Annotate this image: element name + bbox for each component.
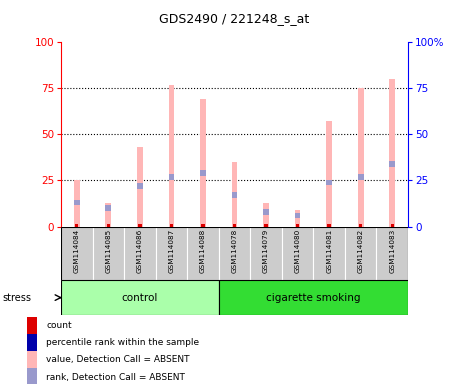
- Text: stress: stress: [2, 293, 31, 303]
- Bar: [345, 227, 377, 280]
- Bar: [27, 334, 38, 351]
- Bar: [358, 88, 363, 227]
- Text: GSM114079: GSM114079: [263, 229, 269, 273]
- Bar: [170, 224, 173, 227]
- Text: GSM114082: GSM114082: [358, 229, 363, 273]
- Bar: [263, 209, 269, 215]
- Bar: [295, 210, 301, 227]
- Bar: [295, 213, 301, 218]
- Bar: [326, 180, 332, 185]
- Text: percentile rank within the sample: percentile rank within the sample: [46, 338, 199, 347]
- Bar: [74, 180, 80, 227]
- Bar: [233, 224, 236, 227]
- Text: GSM114087: GSM114087: [168, 229, 174, 273]
- Bar: [358, 174, 363, 180]
- Bar: [265, 224, 268, 227]
- Bar: [106, 205, 111, 211]
- Bar: [389, 79, 395, 227]
- Bar: [327, 224, 331, 227]
- Bar: [359, 224, 363, 227]
- Bar: [138, 224, 142, 227]
- Text: count: count: [46, 321, 72, 330]
- Bar: [168, 84, 174, 227]
- Bar: [282, 227, 313, 280]
- Bar: [74, 200, 80, 205]
- Bar: [92, 227, 124, 280]
- Bar: [389, 161, 395, 167]
- Bar: [156, 227, 187, 280]
- Text: GSM114078: GSM114078: [232, 229, 237, 273]
- Bar: [187, 227, 219, 280]
- Bar: [75, 224, 78, 227]
- Bar: [61, 280, 219, 315]
- Bar: [326, 121, 332, 227]
- Bar: [377, 227, 408, 280]
- Bar: [201, 224, 204, 227]
- Bar: [124, 227, 156, 280]
- Text: GSM114084: GSM114084: [74, 229, 80, 273]
- Bar: [106, 224, 110, 227]
- Text: control: control: [121, 293, 158, 303]
- Bar: [232, 192, 237, 198]
- Text: cigarette smoking: cigarette smoking: [266, 293, 361, 303]
- Bar: [137, 147, 143, 227]
- Bar: [219, 227, 250, 280]
- Bar: [200, 170, 206, 176]
- Text: rank, Detection Call = ABSENT: rank, Detection Call = ABSENT: [46, 372, 185, 382]
- Bar: [27, 369, 38, 384]
- Bar: [106, 203, 111, 227]
- Bar: [296, 224, 299, 227]
- Text: GSM114081: GSM114081: [326, 229, 332, 273]
- Text: value, Detection Call = ABSENT: value, Detection Call = ABSENT: [46, 355, 190, 364]
- Bar: [27, 351, 38, 369]
- Bar: [313, 227, 345, 280]
- Text: GSM114085: GSM114085: [106, 229, 111, 273]
- Bar: [219, 280, 408, 315]
- Bar: [232, 162, 237, 227]
- Text: GSM114086: GSM114086: [137, 229, 143, 273]
- Bar: [200, 99, 206, 227]
- Bar: [391, 224, 394, 227]
- Bar: [27, 316, 38, 334]
- Bar: [168, 174, 174, 180]
- Bar: [263, 203, 269, 227]
- Bar: [61, 227, 92, 280]
- Text: GSM114080: GSM114080: [295, 229, 301, 273]
- Bar: [137, 183, 143, 189]
- Text: GSM114088: GSM114088: [200, 229, 206, 273]
- Text: GDS2490 / 221248_s_at: GDS2490 / 221248_s_at: [159, 12, 310, 25]
- Bar: [250, 227, 282, 280]
- Text: GSM114083: GSM114083: [389, 229, 395, 273]
